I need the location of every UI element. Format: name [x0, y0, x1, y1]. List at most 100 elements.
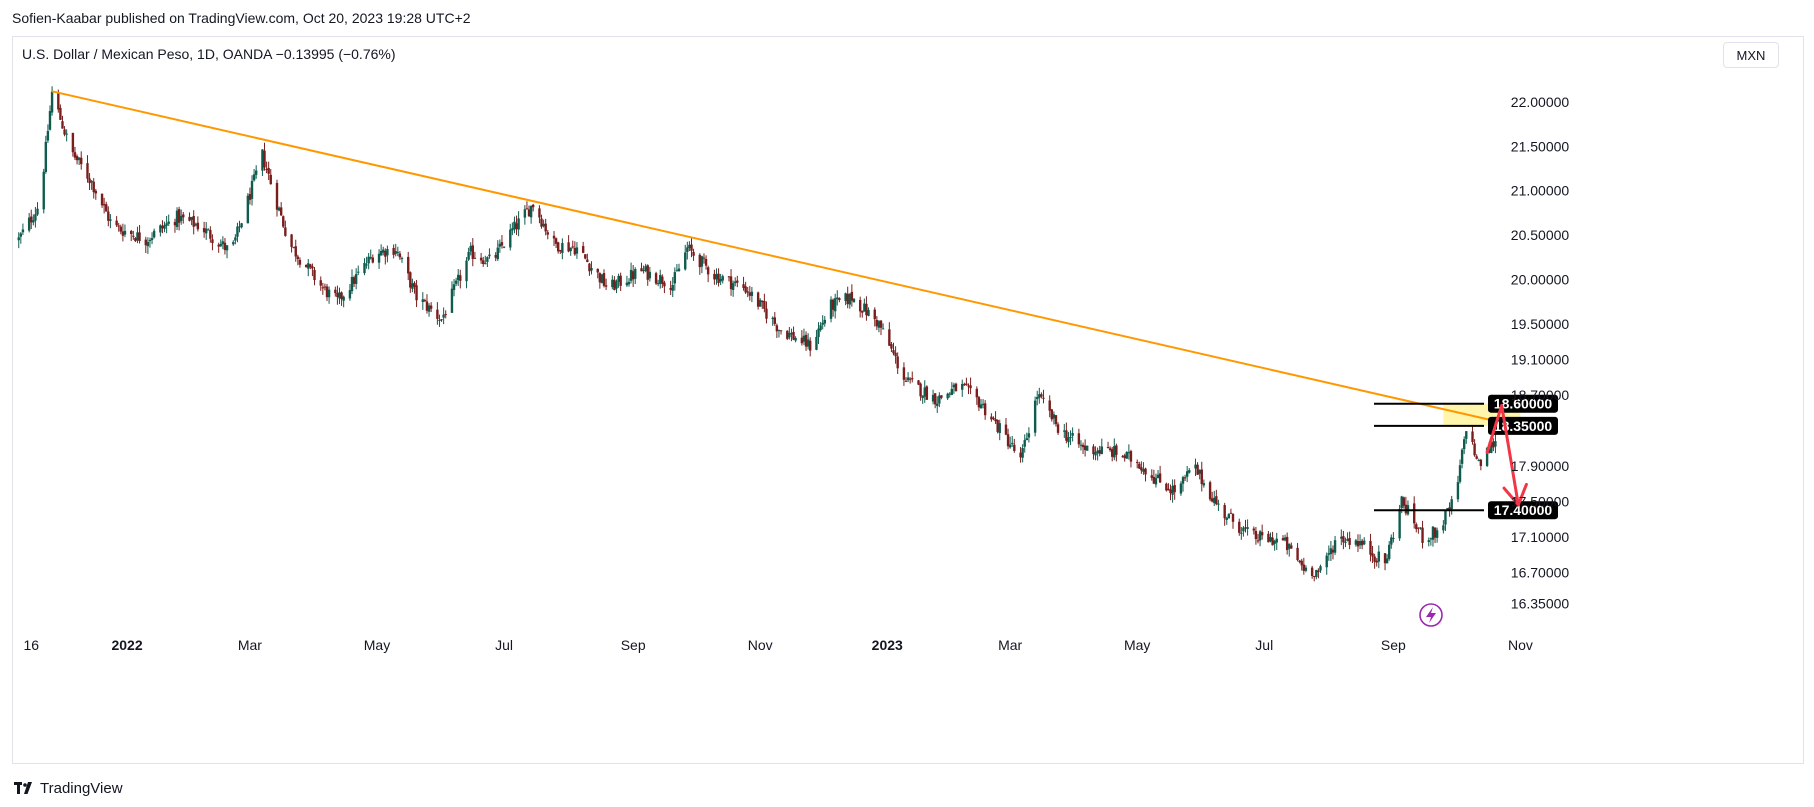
candle-body: [217, 244, 220, 247]
candle-body: [1198, 469, 1201, 474]
candle-body: [671, 285, 674, 291]
candle-body: [32, 220, 35, 223]
candle-body: [246, 195, 250, 224]
candle-body: [1054, 415, 1058, 425]
candle-body: [21, 229, 25, 233]
live-icon-layer[interactable]: [1419, 603, 1443, 627]
candle-body: [998, 423, 1001, 434]
candle-body: [377, 253, 381, 263]
candle-body: [107, 211, 110, 221]
candle-body: [309, 264, 312, 268]
candle-body: [163, 225, 166, 229]
candle-body: [777, 329, 781, 331]
candle-body: [1415, 524, 1418, 530]
candle-body: [523, 209, 527, 218]
footer-brand[interactable]: TradingView: [14, 778, 123, 798]
candle-body: [933, 393, 937, 405]
candle-body: [538, 208, 541, 218]
candle-body: [844, 293, 847, 301]
candle-body: [396, 251, 400, 253]
candle-body: [494, 254, 497, 258]
candle-body: [1150, 475, 1153, 478]
candle-body: [369, 257, 372, 259]
candle-body: [440, 319, 443, 321]
candle-body: [586, 259, 589, 263]
candle-body: [167, 221, 170, 224]
y-tick-label: 18.70000: [1511, 387, 1570, 403]
candle-body: [611, 279, 614, 288]
candle-body: [684, 252, 687, 270]
candle-body: [1383, 553, 1387, 564]
symbol-info[interactable]: U.S. Dollar / Mexican Peso, 1D, OANDA −0…: [22, 46, 396, 62]
candle-body: [800, 337, 804, 344]
candle-body: [486, 257, 489, 262]
candle-body: [146, 241, 150, 247]
candle-body: [644, 266, 647, 271]
projection-layer[interactable]: [1485, 403, 1528, 507]
candle-body: [1179, 483, 1183, 494]
candle-body: [427, 305, 431, 312]
candle-body: [552, 235, 556, 239]
candle-body: [1477, 460, 1480, 462]
candle-body: [88, 178, 91, 184]
candle-body: [442, 314, 445, 318]
candle-body: [952, 384, 956, 388]
candle-body: [677, 268, 681, 272]
trendline-layer[interactable]: [51, 90, 1521, 428]
price-axis[interactable]: 22.00000 21.50000 21.00000 20.50000 20.00000…: [1511, 94, 1570, 611]
candle-body: [1304, 567, 1308, 571]
lightning-icon-bolt: [1426, 607, 1436, 623]
candle-body: [429, 305, 433, 309]
candle-body: [617, 275, 620, 282]
y-tick-label: 21.00000: [1511, 183, 1570, 199]
x-tick-label: 2023: [872, 637, 903, 653]
y-tick-label: 19.10000: [1511, 351, 1570, 367]
price-chart[interactable]: 18.60000 18.35000 17.40000 22.00000 21.5000…: [0, 0, 1814, 780]
candle-body: [1360, 540, 1364, 546]
candle-body: [65, 133, 68, 135]
candle-body: [1300, 560, 1303, 566]
candle-body: [804, 334, 808, 347]
candle-body: [867, 309, 870, 316]
candle-body: [1375, 560, 1378, 563]
candle-body: [529, 206, 533, 218]
candle-body: [1111, 449, 1114, 457]
candle-body: [692, 251, 695, 256]
candle-body: [1431, 526, 1435, 540]
candle-body: [488, 254, 491, 257]
candle-body: [1392, 538, 1395, 540]
candle-body: [819, 325, 822, 331]
candle-body: [1258, 531, 1262, 541]
candle-body: [511, 228, 514, 231]
currency-badge[interactable]: MXN: [1723, 42, 1779, 68]
chart-frame[interactable]: [12, 36, 1804, 764]
time-axis[interactable]: 16 2022 Mar May Jul Sep Nov 2023 Mar May Jul Sep Nov: [23, 637, 1532, 653]
candle-body: [1169, 489, 1172, 494]
candle-body: [590, 267, 593, 271]
candle-body: [659, 274, 662, 284]
lightning-icon[interactable]: [1419, 603, 1443, 627]
candle-body: [809, 340, 812, 351]
candle-body: [1069, 436, 1072, 438]
candle-body: [263, 150, 266, 168]
candle-body: [130, 230, 133, 234]
candle-body: [792, 331, 795, 340]
candle-body: [1094, 452, 1097, 456]
candle-body: [1115, 445, 1118, 455]
x-tick-label: 16: [23, 637, 39, 653]
candle-body: [736, 280, 739, 283]
candle-body: [1433, 527, 1437, 538]
candle-body: [631, 271, 635, 280]
candle-body: [1125, 451, 1128, 459]
candle-body: [180, 215, 183, 222]
y-tick-label: 22.00000: [1511, 94, 1570, 110]
candle-body: [71, 132, 75, 153]
candle-body: [794, 338, 797, 341]
candle-body: [1479, 459, 1483, 467]
candle-body: [279, 207, 283, 216]
candle-body: [575, 247, 579, 254]
candle-body: [629, 269, 633, 281]
y-tick-label: 16.70000: [1511, 564, 1570, 580]
candle-body: [979, 404, 983, 409]
candle-body: [1019, 452, 1022, 458]
